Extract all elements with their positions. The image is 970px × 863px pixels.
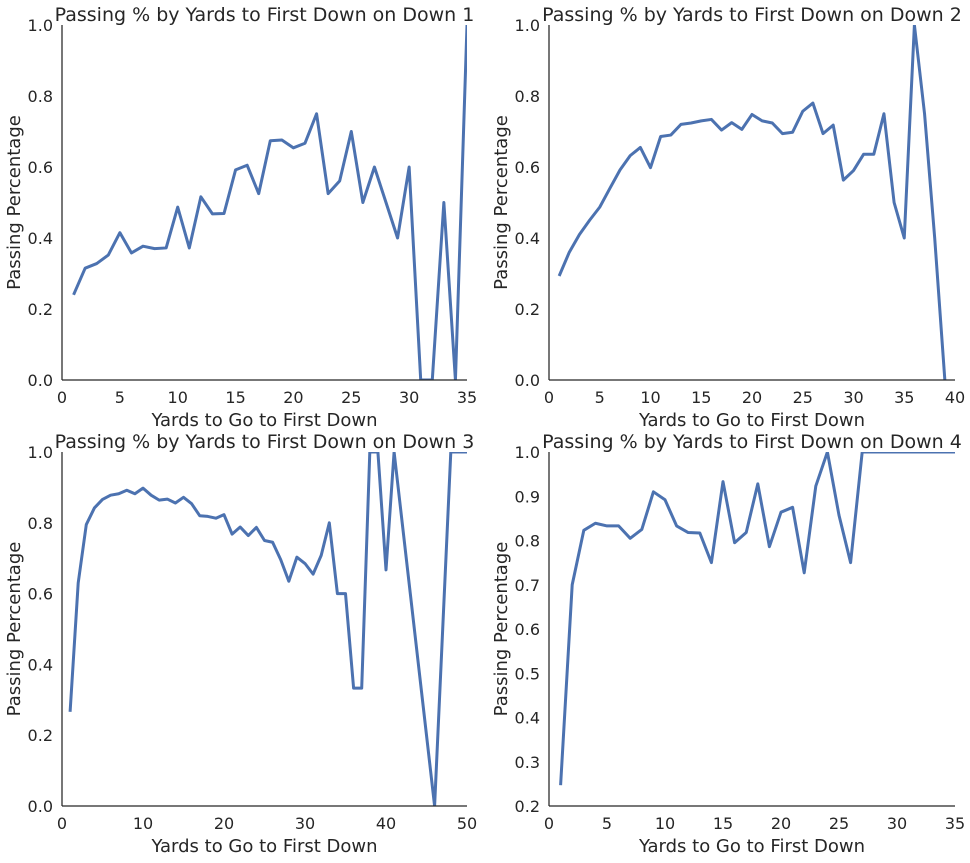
x-tick-label: 20	[742, 388, 762, 407]
x-tick-label: 10	[133, 814, 153, 833]
chart-panel-3: 0 10 20 30 40 50 0.0 0.2 0.4 0.6 0.8 1.0 Passing % b…	[4, 431, 477, 857]
x-tick-label: 35	[457, 388, 477, 407]
x-tick-label: 0	[57, 388, 67, 407]
x-tick-label: 30	[399, 388, 419, 407]
y-tick-label: 0.0	[28, 797, 53, 816]
x-tick-label: 5	[115, 388, 125, 407]
x-tick-label: 25	[829, 814, 849, 833]
x-tick-label: 5	[602, 814, 612, 833]
chart-title: Passing % by Yards to First Down on Down…	[55, 431, 475, 453]
series-line-4	[559, 452, 955, 786]
y-tick-label: 1.0	[515, 16, 540, 35]
x-tick-label: 40	[945, 388, 965, 407]
y-tick-label: 0.8	[28, 514, 53, 533]
x-tick-label: 15	[691, 388, 711, 407]
y-tick-label: 0.8	[28, 87, 53, 106]
y-axis-label: Passing Percentage	[491, 115, 512, 290]
y-axis-label: Passing Percentage	[4, 115, 25, 290]
y-tick-label: 0.3	[515, 753, 540, 772]
chart-panel-2: 0 5 10 15 20 25 30 35 400.00.20.40.60.81.0 Passin…	[491, 4, 965, 431]
x-tick-label: 35	[894, 388, 914, 407]
y-tick-label: 0.6	[28, 158, 53, 177]
y-tick-label: 0.5	[515, 664, 540, 683]
x-axis-label: Yards to Go to First Down	[638, 836, 865, 857]
x-tick-label: 20	[771, 814, 791, 833]
x-axis-label: Yards to Go to First Down	[150, 836, 377, 857]
y-tick-label: 1.0	[28, 16, 53, 35]
x-tick-label: 30	[295, 814, 315, 833]
y-tick-label: 0.2	[28, 300, 53, 319]
x-tick-label: 20	[214, 814, 234, 833]
y-tick-label: 0.9	[515, 487, 540, 506]
y-tick-label: 0.6	[515, 158, 540, 177]
y-tick-label: 0.6	[515, 620, 540, 639]
y-tick-label: 0.8	[515, 532, 540, 551]
x-tick-label: 0	[544, 814, 554, 833]
y-axis-label: Passing Percentage	[491, 542, 512, 717]
x-tick-label: 0	[544, 388, 554, 407]
chart-title: Passing % by Yards to First Down on Down…	[542, 431, 962, 453]
y-tick-label: 1.0	[28, 443, 53, 462]
x-axis-label: Yards to Go to First Down	[150, 410, 377, 431]
x-tick-label: 25	[793, 388, 813, 407]
series-line-2	[557, 25, 947, 380]
x-tick-label: 30	[887, 814, 907, 833]
x-tick-label: 30	[843, 388, 863, 407]
y-tick-label: 0.4	[515, 709, 540, 728]
chart-title: Passing % by Yards to First Down on Down…	[542, 4, 962, 26]
chart-panel-4: 0 5 10 15 20 25 30 35 0.2 0.3 0.4 0.5 0.6 0.7 0.8 0.9 1.…	[491, 431, 965, 857]
y-tick-label: 0.2	[515, 300, 540, 319]
y-axis-label: Passing Percentage	[4, 542, 25, 717]
x-tick-label: 10	[640, 388, 660, 407]
x-tick-label: 15	[713, 814, 733, 833]
y-tick-label: 0.6	[28, 585, 53, 604]
x-axis-label: Yards to Go to First Down	[638, 410, 865, 431]
y-tick-label: 0.0	[515, 371, 540, 390]
y-tick-label: 0.2	[515, 797, 540, 816]
x-tick-label: 10	[655, 814, 675, 833]
series-line-1	[72, 25, 467, 380]
y-tick-label: 0.8	[515, 87, 540, 106]
y-tick-label: 0.4	[28, 655, 53, 674]
y-tick-label: 0.4	[28, 229, 53, 248]
y-tick-label: 0.7	[515, 576, 540, 595]
chart-panel-1: 0 5 10 15 20 25 30 350.00.20.40.60.81.0 Passing …	[4, 4, 477, 431]
y-tick-label: 0.0	[28, 371, 53, 390]
y-tick-label: 0.4	[515, 229, 540, 248]
y-tick-label: 0.2	[28, 726, 53, 745]
x-tick-label: 15	[225, 388, 245, 407]
x-tick-label: 25	[341, 388, 361, 407]
x-tick-label: 20	[283, 388, 303, 407]
x-tick-label: 0	[57, 814, 67, 833]
x-tick-label: 35	[945, 814, 965, 833]
y-tick-label: 1.0	[515, 443, 540, 462]
x-tick-label: 50	[457, 814, 477, 833]
x-tick-label: 40	[376, 814, 396, 833]
series-line-3	[68, 452, 467, 806]
x-tick-label: 5	[595, 388, 605, 407]
chart-title: Passing % by Yards to First Down on Down…	[55, 4, 475, 26]
x-tick-label: 10	[168, 388, 188, 407]
